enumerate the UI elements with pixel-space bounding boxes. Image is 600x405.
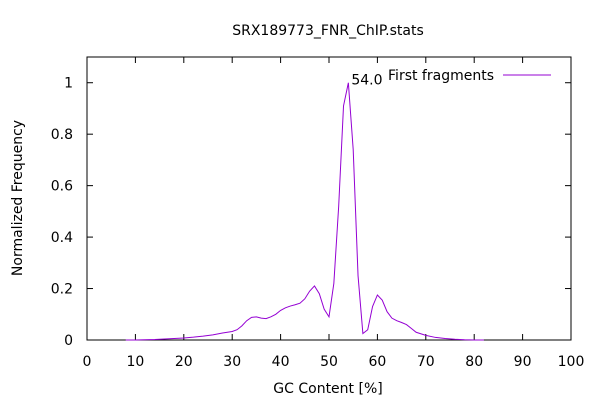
- x-axis: 0 10 20 30 40 50 60 70 80 90 100: [83, 57, 585, 370]
- series-layer: [125, 82, 484, 341]
- peak-annotation: 54.0: [351, 73, 382, 89]
- legend-label: First fragments: [388, 68, 494, 84]
- y-tick-label: 0.6: [51, 179, 73, 195]
- x-tick-label: 100: [558, 354, 585, 370]
- y-tick-label: 0.8: [51, 127, 73, 143]
- x-tick-label: 60: [368, 354, 386, 370]
- x-tick-label: 50: [320, 354, 338, 370]
- x-tick-label: 40: [272, 354, 290, 370]
- x-tick-label: 0: [83, 354, 92, 370]
- y-axis-label: Normalized Frequency: [10, 120, 26, 276]
- y-axis: 0 0.2 0.4 0.6 0.8 1: [51, 76, 571, 349]
- x-tick-label: 30: [223, 354, 241, 370]
- x-tick-label: 80: [465, 354, 483, 370]
- chart-title: SRX189773_FNR_ChIP.stats: [232, 23, 424, 39]
- x-tick-label: 10: [126, 354, 144, 370]
- plot-frame: [86, 56, 572, 341]
- y-tick-label: 0.2: [51, 282, 73, 298]
- y-tick-label: 0.4: [51, 230, 73, 246]
- x-tick-label: 20: [175, 354, 193, 370]
- y-tick-label: 1: [64, 76, 73, 92]
- x-axis-label: GC Content [%]: [273, 381, 382, 397]
- x-tick-label: 90: [514, 354, 532, 370]
- x-tick-label: 70: [417, 354, 435, 370]
- legend: First fragments: [388, 68, 551, 84]
- y-tick-label: 0: [64, 333, 73, 349]
- series-line: [125, 82, 484, 341]
